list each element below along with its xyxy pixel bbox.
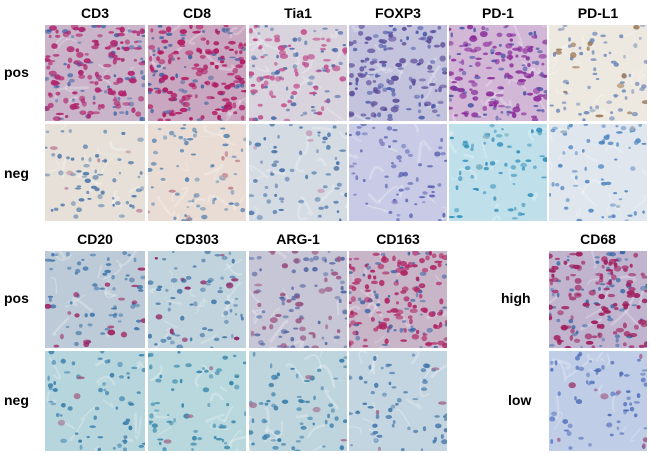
micrograph-texture <box>349 251 447 348</box>
column-label-arg1: ARG-1 <box>276 231 320 247</box>
micrograph-foxp3-neg <box>349 124 447 221</box>
micrograph-texture <box>249 124 347 221</box>
micrograph-texture <box>45 251 145 348</box>
micrograph-pdl1-neg <box>549 124 647 221</box>
row-label-neg-bottom: neg <box>4 392 29 408</box>
micrograph-arg1-neg <box>249 351 347 451</box>
column-label-cd303: CD303 <box>175 231 219 247</box>
micrograph-tia1-pos <box>249 25 347 121</box>
micrograph-texture <box>249 351 347 451</box>
micrograph-texture <box>349 124 447 221</box>
micrograph-pdl1-pos <box>549 25 647 121</box>
micrograph-cd303-pos <box>148 251 246 348</box>
micrograph-texture <box>45 25 145 121</box>
column-label-cd3: CD3 <box>80 5 109 21</box>
micrograph-cd163-neg <box>349 351 447 451</box>
micrograph-cd3-neg <box>45 124 145 221</box>
row-label-high: high <box>501 290 531 306</box>
row-label-pos-top: pos <box>4 64 29 80</box>
column-label-tia1: Tia1 <box>284 5 312 21</box>
column-label-foxp3: FOXP3 <box>375 5 421 21</box>
micrograph-texture <box>549 25 647 121</box>
micrograph-pd1-neg <box>449 124 547 221</box>
column-label-pd1: PD-1 <box>482 5 514 21</box>
micrograph-cd163-pos <box>349 251 447 348</box>
column-label-pdl1: PD-L1 <box>577 5 619 21</box>
micrograph-texture <box>349 351 447 451</box>
micrograph-texture <box>45 124 145 221</box>
micrograph-texture <box>549 251 647 348</box>
column-label-cd163: CD163 <box>376 231 420 247</box>
micrograph-texture <box>449 124 547 221</box>
micrograph-cd68-low <box>549 351 647 451</box>
row-label-neg-top: neg <box>4 165 29 181</box>
micrograph-texture <box>549 124 647 221</box>
micrograph-cd20-neg <box>45 351 145 451</box>
column-label-cd8: CD8 <box>182 5 211 21</box>
micrograph-texture <box>148 124 246 221</box>
micrograph-texture <box>449 25 547 121</box>
row-label-pos-bottom: pos <box>4 290 29 306</box>
micrograph-foxp3-pos <box>349 25 447 121</box>
micrograph-texture <box>249 25 347 121</box>
micrograph-texture <box>45 351 145 451</box>
micrograph-tia1-neg <box>249 124 347 221</box>
column-label-cd20: CD20 <box>77 231 113 247</box>
micrograph-cd8-neg <box>148 124 246 221</box>
micrograph-texture <box>549 351 647 451</box>
micrograph-cd68-high <box>549 251 647 348</box>
micrograph-cd3-pos <box>45 25 145 121</box>
micrograph-cd303-neg <box>148 351 246 451</box>
micrograph-texture <box>148 251 246 348</box>
micrograph-texture <box>148 25 246 121</box>
column-label-cd68: CD68 <box>580 231 616 247</box>
micrograph-cd20-pos <box>45 251 145 348</box>
micrograph-arg1-pos <box>249 251 347 348</box>
micrograph-cd8-pos <box>148 25 246 121</box>
micrograph-texture <box>249 251 347 348</box>
micrograph-texture <box>349 25 447 121</box>
micrograph-pd1-pos <box>449 25 547 121</box>
micrograph-texture <box>148 351 246 451</box>
row-label-low: low <box>508 392 532 408</box>
